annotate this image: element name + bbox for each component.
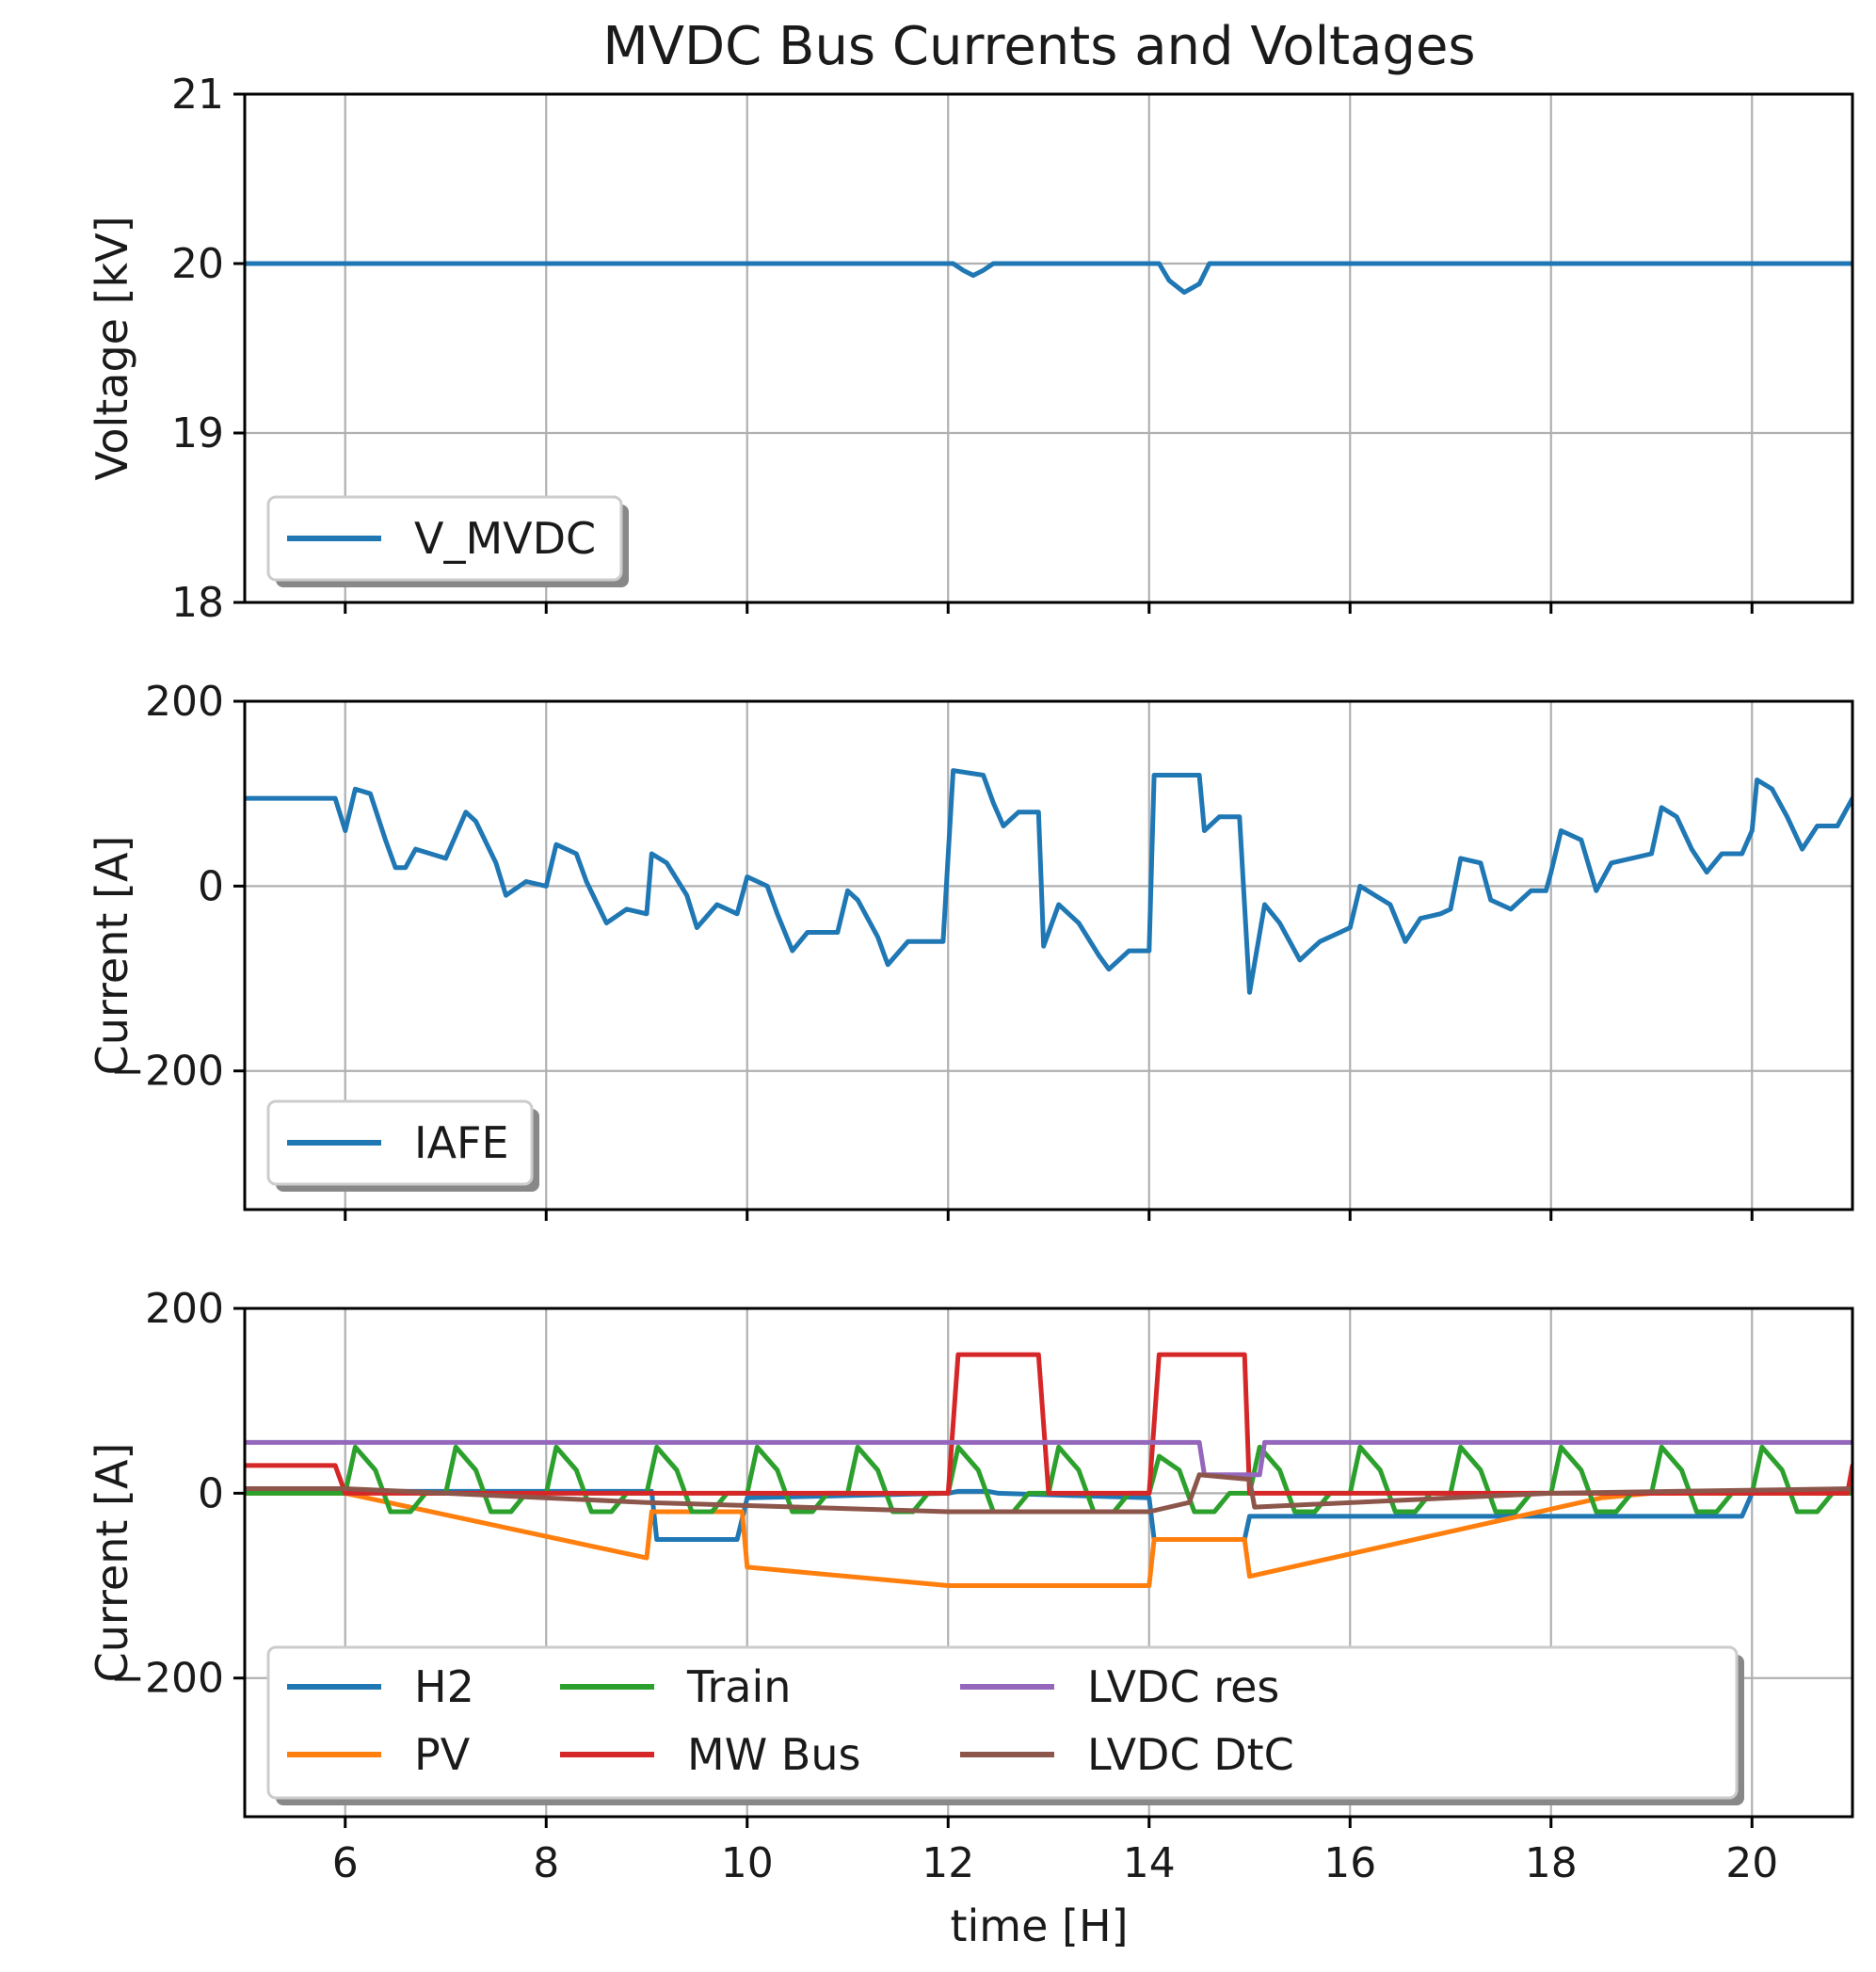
y-tick-label: 21 (171, 71, 224, 119)
y-tick-label: 19 (171, 409, 224, 457)
y-tick-label: 0 (198, 862, 224, 910)
legend-label-h2: H2 (414, 1661, 474, 1712)
legend-box (266, 1645, 1739, 1800)
y-tick-label: 200 (145, 1285, 224, 1333)
x-tick-label: 18 (1525, 1839, 1578, 1887)
x-tick-label: 14 (1123, 1839, 1176, 1887)
y-tick-label: 0 (198, 1469, 224, 1517)
series-line-v-mvdc (245, 261, 1852, 296)
legend-box (266, 495, 623, 582)
subplot-2: −200 0 200 Current [A] IAFE (87, 678, 1854, 1221)
legend-label-mw-bus: MW Bus (687, 1729, 860, 1780)
y-tick-label: −200 (110, 1048, 224, 1096)
legend-box (266, 1099, 534, 1186)
series-line-h2 (245, 1488, 1852, 1542)
subplot-3: −200 0 200 6 8 10 12 14 16 18 20 Current [A] H2 PV Tra… (87, 1285, 1854, 1887)
series-line-lvdc-dtc (245, 1472, 1852, 1515)
plot-frame (243, 92, 1854, 604)
y-tick-label: 18 (171, 579, 224, 627)
y-tick-label: 20 (171, 240, 224, 288)
y-tick-label: 200 (145, 678, 224, 726)
chart-title: MVDC Bus Currents and Voltages (602, 16, 1475, 77)
subplot-1: 18 19 20 21 Voltage [kV] V_MVDC (87, 71, 1854, 627)
plot-frame (243, 699, 1854, 1211)
legend-label-pv: PV (414, 1729, 471, 1780)
legend: IAFE (266, 1099, 539, 1192)
y-tick-label: −200 (110, 1655, 224, 1703)
legend-label-iafe: IAFE (414, 1117, 509, 1168)
legend-label-v-mvdc: V_MVDC (414, 513, 596, 564)
series-line-lvdc-res (245, 1439, 1852, 1478)
x-tick-label: 10 (721, 1839, 774, 1887)
x-tick-label: 16 (1323, 1839, 1376, 1887)
x-tick-label: 8 (533, 1839, 559, 1887)
legend: H2 PV Train MW Bus LVDC res LVDC DtC (266, 1645, 1744, 1805)
x-tick-label: 6 (332, 1839, 359, 1887)
series-line-pv (245, 1490, 1852, 1588)
legend-label-lvdc-res: LVDC res (1087, 1661, 1279, 1712)
legend-label-train: Train (686, 1661, 791, 1712)
plot-frame (243, 1307, 1854, 1819)
y-axis-label: Current [A] (87, 1443, 137, 1683)
y-axis-label: Current [A] (87, 836, 137, 1076)
legend-label-lvdc-dtc: LVDC DtC (1087, 1729, 1294, 1780)
x-tick-label: 20 (1725, 1839, 1778, 1887)
series-line-mw-bus (245, 1352, 1852, 1496)
x-tick-label: 12 (922, 1839, 974, 1887)
series-line-iafe (245, 768, 1852, 995)
x-axis-label: time [H] (950, 1900, 1128, 1951)
y-axis-label: Voltage [kV] (87, 216, 137, 480)
legend: V_MVDC (266, 495, 629, 587)
